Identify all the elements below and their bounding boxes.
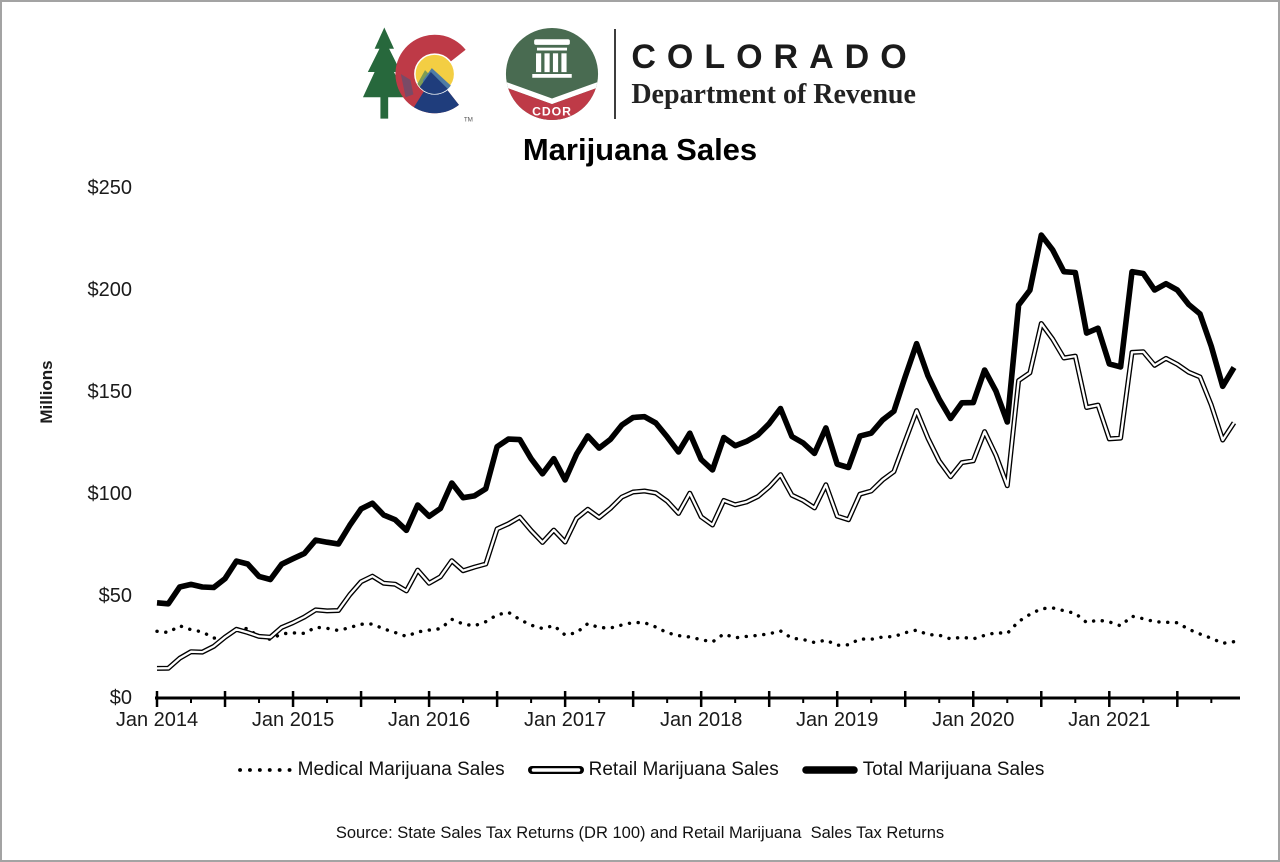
header: TM CDOR CO [2, 26, 1278, 123]
total-series-line [156, 232, 1237, 607]
x-axis-label: Jan 2017 [524, 709, 606, 731]
legend-item-total: Total Marijuana Sales [801, 759, 1045, 781]
pine-tree-icon [363, 27, 407, 119]
x-axis-label: Jan 2014 [116, 709, 198, 731]
y-axis-label: $100 [88, 483, 133, 505]
page-title: Marijuana Sales [522, 132, 758, 167]
brand-divider [614, 29, 617, 119]
legend-label-total: Total Marijuana Sales [862, 759, 1045, 780]
thick-line-marker-icon [801, 766, 858, 774]
legend-item-retail: Retail Marijuana Sales [527, 759, 779, 781]
chart-legend: Medical Marijuana Sales Retail Marijuana… [2, 759, 1278, 781]
brand-name: COLORADO [631, 37, 918, 76]
legend-item-medical: Medical Marijuana Sales [236, 759, 505, 781]
x-axis-label: Jan 2021 [1068, 709, 1150, 731]
source-note: Source: State Sales Tax Returns (DR 100)… [335, 824, 945, 842]
medical-series-line [155, 606, 1236, 647]
y-axis-label: $250 [88, 177, 133, 199]
legend-label-retail: Retail Marijuana Sales [588, 759, 779, 780]
colorado-state-logo: TM [363, 27, 473, 123]
legend-label-medical: Medical Marijuana Sales [297, 759, 505, 780]
double-line-marker-icon [527, 766, 584, 774]
x-axis-label: Jan 2015 [252, 709, 334, 731]
trademark-label: TM [464, 117, 473, 123]
brand-text: COLORADO Department of Revenue [631, 40, 917, 109]
mountain-icon [415, 68, 455, 94]
y-axis-label: $0 [110, 687, 132, 709]
cdor-badge-label: CDOR [532, 104, 572, 118]
x-axis-label: Jan 2020 [932, 709, 1014, 731]
y-axis-label: $150 [88, 381, 133, 403]
y-axis-title: Millions [37, 360, 56, 423]
cdor-logo: CDOR [506, 27, 599, 121]
tree-overlap-shade [401, 74, 414, 98]
brand-department: Department of Revenue [631, 78, 916, 110]
retail-series-line-core [156, 322, 1235, 670]
x-axis-label: Jan 2016 [388, 709, 470, 731]
colorado-c-blue-arc [414, 88, 460, 114]
y-axis-label: $200 [88, 279, 133, 301]
retail-series-line [156, 321, 1237, 671]
x-axis-label: Jan 2019 [796, 709, 878, 731]
y-axis-label: $50 [99, 585, 132, 607]
x-axis-label: Jan 2018 [660, 709, 742, 731]
dotted-line-marker-icon [237, 768, 292, 772]
capitol-building-icon [532, 39, 573, 78]
